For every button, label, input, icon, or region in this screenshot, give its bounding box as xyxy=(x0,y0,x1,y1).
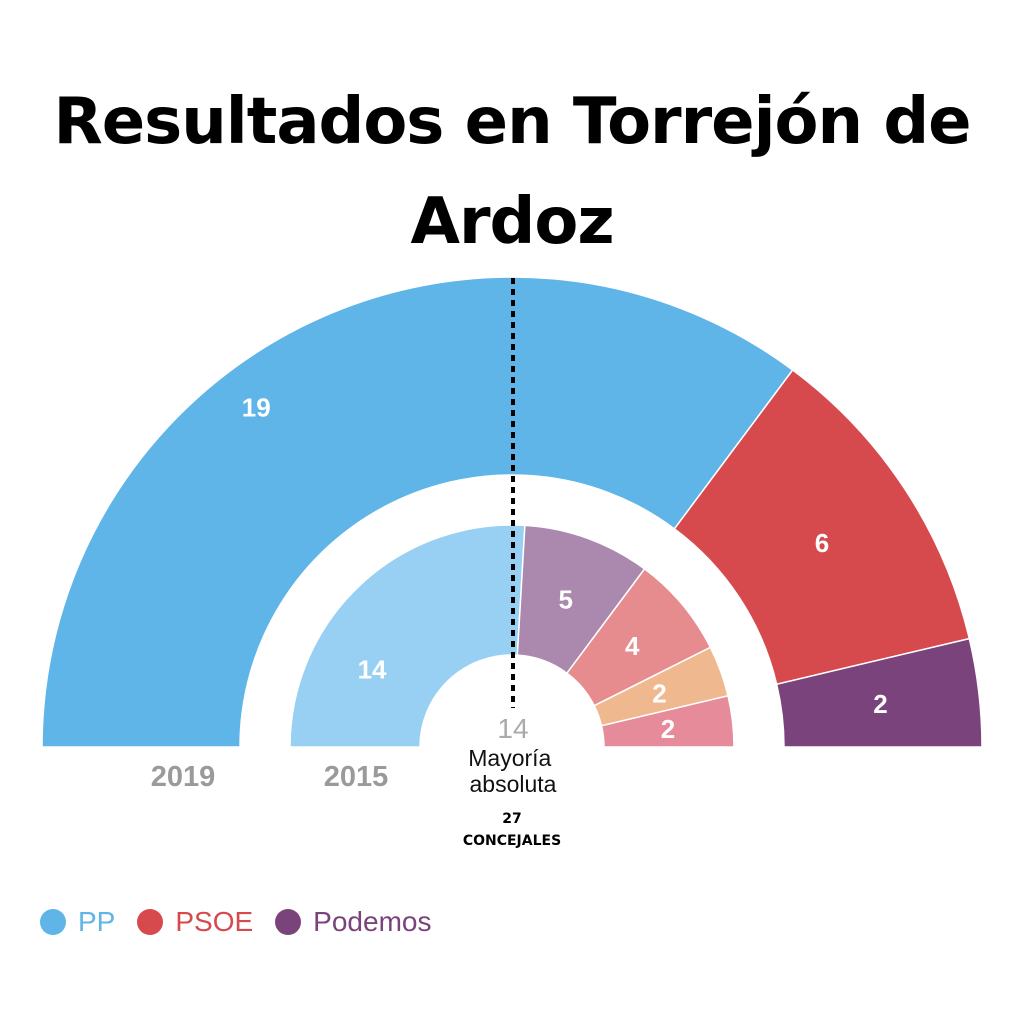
legend-dot-icon xyxy=(275,909,302,935)
slice-label-2015-0: 14 xyxy=(358,654,387,684)
chart-title: Resultados en Torrejón de Ardoz xyxy=(53,85,971,259)
slice-2015-4 xyxy=(600,694,735,748)
total-seats-value: 27 xyxy=(502,811,521,827)
slice-2019-2 xyxy=(775,637,983,748)
slice-label-2019-1: 6 xyxy=(815,528,829,558)
slice-label-2015-2: 4 xyxy=(625,631,640,661)
slice-label-2015-1: 5 xyxy=(558,584,572,614)
legend-item-podemos: Podemos xyxy=(275,906,431,938)
slice-label-2019-2: 2 xyxy=(873,689,887,719)
legend-item-psoe: PSOE xyxy=(137,906,253,938)
ring-label-2015: 2015 xyxy=(324,761,389,793)
slice-label-2015-4: 2 xyxy=(661,714,675,744)
legend-label: Podemos xyxy=(313,906,432,937)
slice-2015-0 xyxy=(289,524,526,748)
majority-value: 14 xyxy=(497,713,528,744)
chart-arcs xyxy=(41,276,983,748)
legend-dot-icon xyxy=(40,909,66,935)
majority-label: Mayoría absoluta xyxy=(468,745,557,797)
legend-dot-icon xyxy=(137,909,164,935)
slice-2019-1 xyxy=(673,368,971,686)
total-seats-caption: CONCEJALES xyxy=(463,833,561,849)
legend-label: PP xyxy=(78,906,116,937)
legend-item-pp: PP xyxy=(40,906,115,938)
slice-label-2015-3: 2 xyxy=(652,678,666,708)
ring-label-2019: 2019 xyxy=(151,761,216,793)
legend: PP PSOE Podemos xyxy=(40,906,453,938)
slice-2019-0 xyxy=(41,276,794,748)
legend-label: PSOE xyxy=(175,906,254,937)
slice-label-2019-0: 19 xyxy=(242,393,271,423)
